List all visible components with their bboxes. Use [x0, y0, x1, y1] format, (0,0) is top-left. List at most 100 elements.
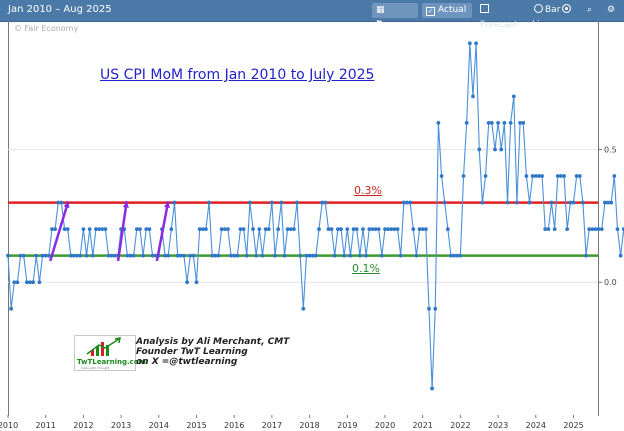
data-point	[232, 253, 237, 258]
data-point	[439, 174, 444, 178]
data-point	[599, 227, 604, 232]
data-point	[147, 227, 152, 232]
x-tick-label: 2020	[375, 421, 395, 430]
data-point	[364, 253, 369, 258]
copyright-text: © Fair Economy	[14, 24, 79, 33]
support-line-label: 0.1%	[352, 262, 380, 275]
data-point	[68, 253, 73, 258]
data-point	[84, 253, 89, 258]
data-point	[178, 253, 183, 258]
data-point	[266, 227, 271, 232]
data-point	[226, 227, 230, 232]
bar-label: Bar	[545, 5, 561, 15]
x-tick-label: 2010	[0, 421, 18, 430]
x-tick-label: 2011	[36, 421, 56, 430]
data-point	[229, 253, 233, 258]
data-point	[295, 200, 299, 205]
data-point	[420, 227, 425, 232]
data-point	[565, 227, 570, 232]
data-point	[342, 253, 347, 258]
data-point	[518, 121, 522, 125]
data-point	[405, 200, 409, 205]
data-point	[348, 253, 353, 258]
data-point	[571, 200, 576, 205]
data-point	[109, 253, 114, 258]
range-button-label: Range	[376, 20, 408, 30]
data-point	[200, 227, 205, 232]
data-point	[524, 174, 529, 178]
gear-icon[interactable]: ⚙	[607, 5, 616, 15]
data-point	[562, 174, 566, 178]
x-tick-label: 2023	[488, 421, 508, 430]
data-point	[467, 41, 472, 46]
data-point	[28, 280, 32, 285]
data-point	[251, 227, 255, 232]
data-point	[285, 227, 290, 232]
data-point	[31, 280, 36, 285]
data-point	[430, 386, 435, 391]
data-point	[395, 227, 400, 232]
line-radio-icon[interactable]	[562, 4, 572, 13]
y-tick-label: 0.0	[604, 278, 617, 287]
x-tick-label: 2016	[224, 421, 244, 430]
data-point	[574, 174, 579, 178]
x-tick-label: 2014	[149, 421, 169, 430]
data-point	[94, 227, 98, 232]
data-point	[339, 227, 343, 232]
data-point	[521, 121, 526, 125]
x-tick-label: 2019	[337, 421, 357, 430]
data-point	[584, 253, 588, 258]
forecast-toggle[interactable]: Forecast	[476, 3, 526, 30]
data-point	[46, 253, 51, 258]
data-point	[43, 253, 48, 258]
data-point	[458, 253, 463, 258]
data-point	[568, 200, 573, 205]
data-point	[248, 200, 252, 205]
y-tick-label: 0.5	[604, 145, 617, 154]
actual-toggle[interactable]: ✓ Actual	[422, 3, 472, 18]
data-point	[414, 253, 419, 258]
data-point	[78, 253, 83, 258]
data-point	[445, 227, 450, 232]
range-icon: ▦	[376, 5, 385, 15]
twt-logo: TwTLearning.com trade with thought	[74, 335, 146, 371]
search-icon[interactable]: ⌕	[587, 5, 593, 15]
chart-title: US CPI MoM from Jan 2010 to July 2025	[100, 67, 375, 83]
data-point	[163, 253, 167, 258]
data-point	[615, 227, 620, 232]
x-tick-label: 2015	[186, 421, 206, 430]
data-point	[609, 200, 614, 205]
data-point	[188, 253, 193, 258]
data-point	[141, 253, 145, 258]
data-point	[603, 200, 607, 205]
data-point	[398, 253, 403, 258]
data-point	[464, 121, 469, 125]
actual-toggle-label: Actual	[438, 5, 467, 15]
data-point	[207, 200, 211, 205]
data-point	[21, 253, 26, 258]
data-point	[144, 227, 149, 232]
note-line-1: Analysis by Ali Merchant, CMT	[136, 337, 290, 347]
data-point	[345, 227, 350, 232]
data-point	[169, 227, 174, 232]
data-point	[260, 253, 265, 258]
range-button[interactable]: ▦ Range	[372, 3, 418, 30]
data-point	[103, 227, 108, 232]
data-point	[351, 227, 356, 232]
data-point	[134, 227, 139, 232]
data-point	[219, 227, 224, 232]
data-point	[131, 253, 136, 258]
data-point	[106, 253, 111, 258]
trend-arrow-head	[164, 201, 171, 208]
data-point	[210, 253, 215, 258]
x-tick-label: 2013	[111, 421, 131, 430]
data-point	[376, 227, 381, 232]
data-point	[185, 280, 189, 285]
data-point	[383, 227, 387, 232]
data-point	[97, 227, 102, 232]
data-point	[593, 227, 598, 232]
data-point	[6, 253, 10, 258]
bar-radio-icon[interactable]	[534, 4, 543, 13]
x-tick-label: 2022	[450, 421, 470, 430]
chart-type-toggle[interactable]: Bar Line	[528, 3, 578, 30]
